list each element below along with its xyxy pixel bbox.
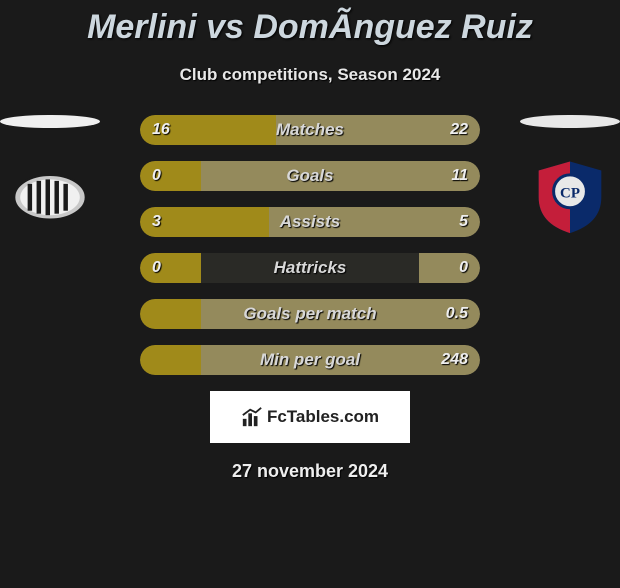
right-shadow-ellipse — [520, 115, 620, 128]
bar-fill-left — [140, 345, 201, 375]
bar-label: Hattricks — [274, 258, 347, 278]
bar-label: Matches — [276, 120, 344, 140]
bar-value-right: 0 — [459, 259, 468, 277]
chart-icon — [241, 406, 263, 428]
right-team-crest-icon: CP — [520, 160, 620, 235]
bar-row: Goals per match 0.5 — [140, 299, 480, 329]
bar-row: Min per goal 248 — [140, 345, 480, 375]
date-label: 27 november 2024 — [0, 461, 620, 482]
bar-value-left: 16 — [152, 121, 170, 139]
bars-container: 16 Matches 22 0 Goals 11 3 Assists 5 0 Hattricks 0 G… — [140, 115, 480, 375]
bar-row: 16 Matches 22 — [140, 115, 480, 145]
left-team-badge — [0, 115, 100, 235]
page-title: Merlini vs DomÃ­nguez Ruiz — [0, 8, 620, 47]
bar-row: 3 Assists 5 — [140, 207, 480, 237]
bar-value-left: 0 — [152, 259, 161, 277]
bar-fill-right — [419, 253, 480, 283]
bar-value-right: 5 — [459, 213, 468, 231]
comparison-chart: CP 16 Matches 22 0 Goals 11 3 Assists 5 0 Hattrick… — [0, 115, 620, 375]
bar-row: 0 Goals 11 — [140, 161, 480, 191]
bar-row: 0 Hattricks 0 — [140, 253, 480, 283]
bar-value-left: 3 — [152, 213, 161, 231]
svg-text:CP: CP — [560, 186, 580, 202]
bar-label: Min per goal — [260, 350, 360, 370]
left-team-crest-icon — [0, 160, 100, 235]
footer-label: FcTables.com — [267, 407, 379, 427]
bar-label: Goals — [286, 166, 333, 186]
subtitle: Club competitions, Season 2024 — [0, 65, 620, 85]
bar-fill-left — [140, 253, 201, 283]
bar-fill-left — [140, 299, 201, 329]
bar-label: Assists — [280, 212, 340, 232]
bar-value-right: 22 — [450, 121, 468, 139]
bar-label: Goals per match — [243, 304, 376, 324]
bar-value-left: 0 — [152, 167, 161, 185]
footer-attribution: FcTables.com — [210, 391, 410, 443]
left-shadow-ellipse — [0, 115, 100, 128]
right-team-badge: CP — [520, 115, 620, 235]
bar-value-right: 11 — [451, 167, 468, 185]
bar-fill-right — [201, 161, 480, 191]
bar-fill-left — [140, 161, 201, 191]
bar-value-right: 248 — [441, 351, 468, 369]
bar-value-right: 0.5 — [446, 305, 468, 323]
